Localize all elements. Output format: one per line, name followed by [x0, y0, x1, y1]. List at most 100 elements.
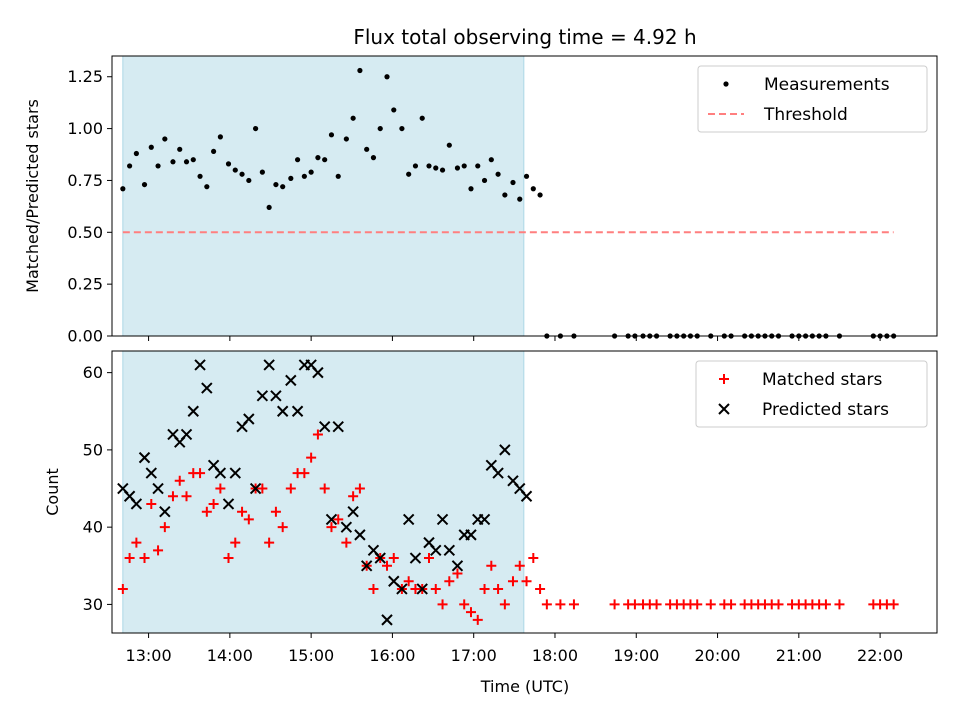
data-point — [481, 177, 488, 184]
data-point — [402, 513, 415, 526]
data-point — [141, 181, 148, 188]
data-point — [495, 171, 501, 177]
data-point — [528, 553, 539, 564]
bottom-panel: 30 40 50 60 13:00 14:00 15:00 16:00 17:00 18:00 19… — [83, 350, 938, 665]
data-point — [523, 173, 530, 179]
data-point — [488, 157, 494, 163]
data-point — [252, 125, 259, 132]
data-point — [273, 181, 279, 188]
data-point — [416, 583, 428, 595]
x-axis-label: Time (UTC) — [480, 677, 569, 696]
data-point — [433, 165, 439, 171]
data-point — [609, 599, 620, 610]
data-point — [396, 583, 408, 595]
data-point — [348, 491, 359, 502]
data-point — [170, 159, 176, 165]
data-point — [225, 161, 232, 167]
data-point — [520, 490, 533, 502]
data-point — [507, 576, 518, 587]
data-point — [243, 413, 255, 425]
data-point — [502, 192, 508, 198]
data-point — [215, 483, 226, 494]
data-point — [468, 186, 474, 192]
data-point — [357, 67, 363, 74]
chart-title: Flux total observing time = 4.92 h — [353, 25, 696, 49]
y-tick-label: 1.00 — [67, 119, 103, 138]
data-point — [319, 483, 330, 494]
data-point — [391, 107, 397, 113]
data-point — [243, 514, 254, 525]
data-point — [444, 576, 455, 587]
data-point — [409, 552, 422, 564]
data-point — [130, 498, 143, 510]
data-point — [285, 483, 296, 494]
data-point — [229, 467, 241, 479]
data-point — [479, 583, 490, 594]
data-point — [312, 366, 324, 379]
data-point — [180, 428, 193, 441]
legend-box — [695, 360, 928, 428]
legend-label: Measurements — [764, 75, 890, 95]
data-point — [517, 196, 523, 202]
data-point — [217, 134, 223, 140]
data-point — [246, 177, 252, 184]
data-point — [214, 467, 227, 479]
data-point — [452, 568, 463, 579]
data-point — [521, 576, 532, 587]
data-point — [266, 204, 272, 211]
data-point — [230, 537, 241, 548]
data-point — [201, 382, 213, 394]
data-point — [443, 544, 456, 557]
data-point — [152, 482, 164, 495]
data-point — [454, 165, 461, 171]
data-point — [419, 115, 425, 121]
data-point — [430, 544, 442, 557]
legend-label: Matched stars — [762, 370, 882, 390]
y-tick-label: 0.00 — [67, 327, 103, 346]
data-point — [436, 513, 449, 526]
data-point — [347, 505, 359, 518]
data-point — [377, 125, 383, 132]
y-tick-label: 60 — [83, 363, 103, 382]
data-point — [249, 482, 262, 495]
data-point — [325, 513, 338, 526]
data-point — [888, 599, 899, 610]
data-point — [117, 583, 128, 594]
data-point — [194, 359, 206, 371]
x-tick-label: 18:00 — [532, 646, 578, 665]
data-point — [148, 144, 154, 150]
data-point — [223, 553, 234, 564]
data-point — [280, 184, 286, 190]
data-point — [384, 74, 390, 80]
data-point — [705, 599, 716, 610]
y-tick-label: 50 — [83, 440, 103, 459]
data-point — [360, 560, 373, 572]
data-point — [326, 522, 337, 533]
series-matched-stars — [117, 429, 899, 625]
data-point — [354, 483, 365, 494]
y-tick-label: 40 — [83, 518, 103, 537]
legend: Matched stars Predicted stars — [695, 360, 928, 428]
x-tick-label: 21:00 — [776, 646, 822, 665]
data-point — [439, 167, 446, 173]
data-point — [153, 545, 164, 556]
data-point — [315, 155, 321, 161]
legend-label: Predicted stars — [762, 400, 889, 420]
data-point — [555, 599, 566, 610]
data-point — [285, 374, 297, 387]
data-point — [499, 444, 511, 456]
data-point — [350, 115, 356, 121]
x-tick-label: 13:00 — [126, 646, 172, 665]
data-point — [322, 157, 328, 163]
x-tick-label: 20:00 — [694, 646, 740, 665]
data-point — [159, 522, 170, 533]
y-tick-label: 0.50 — [67, 223, 103, 242]
data-point — [232, 167, 238, 173]
data-point — [568, 599, 579, 610]
data-point — [124, 553, 135, 564]
data-point — [159, 505, 171, 518]
data-point — [146, 498, 157, 509]
data-point — [288, 175, 294, 181]
y-tick-label: 0.25 — [67, 275, 103, 294]
data-point — [465, 529, 477, 541]
